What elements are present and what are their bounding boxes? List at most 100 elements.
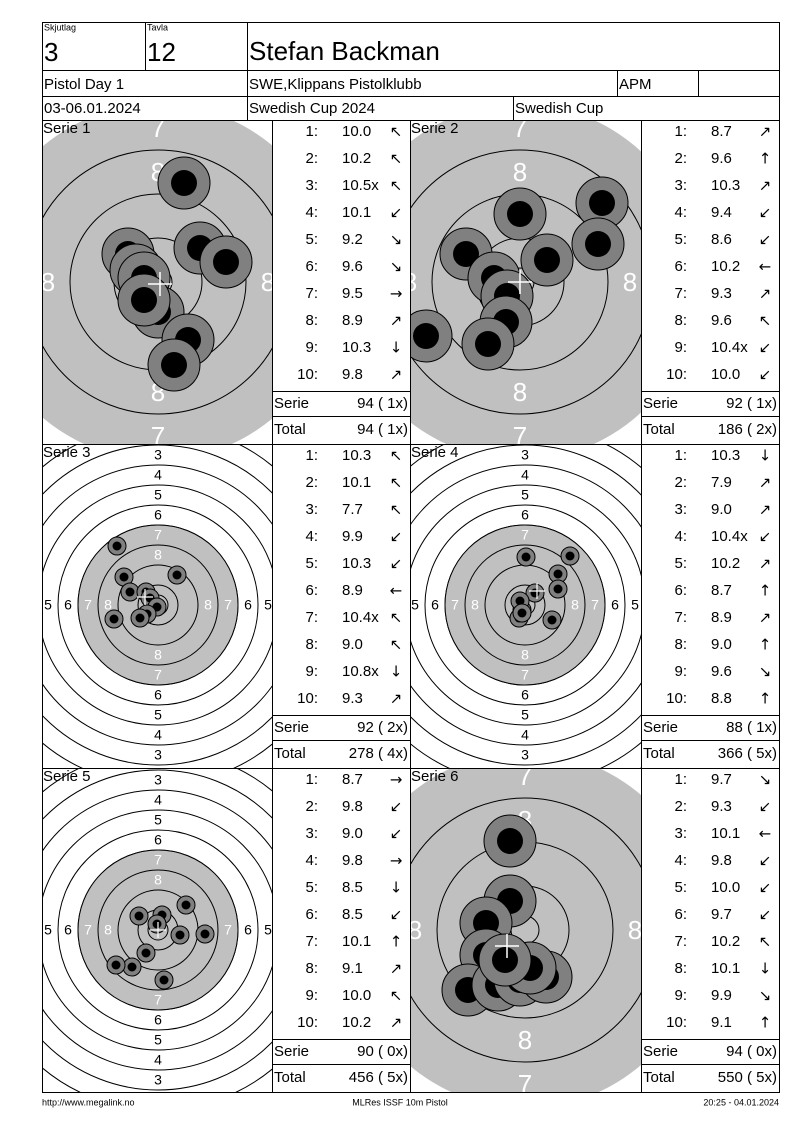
shot-direction: ↙ [390,528,403,546]
ring-label: 6 [244,597,252,613]
ring-label-bg [519,447,531,462]
ring-label-bg [519,727,531,742]
ring-label: 6 [521,687,529,703]
ring-label-bg [569,597,581,612]
ring [42,789,272,1071]
ring-label-bg [589,597,601,612]
shot-core [515,596,525,606]
shot-number: 10: [666,366,687,383]
shot-core [200,929,210,939]
shot-number: 9: [305,987,318,1004]
shot-score: 10.1 [342,933,371,950]
ring-label: 3 [154,1072,162,1088]
shot-number: 5: [305,555,318,572]
ring-label-bg [519,507,531,522]
ring-label: 8 [104,597,112,613]
ring-label: 4 [521,467,529,483]
shot-direction: ↘ [390,231,403,249]
shot-number: 5: [674,231,687,248]
shot-direction: → [390,285,403,303]
shot-score: 8.9 [342,312,363,329]
shot-score: 9.6 [711,312,732,329]
ring-label: 7 [0,267,11,297]
ring-label: 5 [44,597,52,613]
ring [410,797,641,1063]
shot-core [111,960,121,970]
ring-label: 6 [64,597,72,613]
ring-label: 5 [264,922,272,938]
shot-score: 8.9 [711,609,732,626]
total-label: Total [643,745,675,762]
shot-score: 9.0 [342,636,363,653]
shot-number: 9: [305,663,318,680]
shot-core [565,551,575,561]
ring-label-bg [152,547,164,562]
shot-direction: ↘ [390,258,403,276]
shot-core [475,331,501,357]
shot-number: 1: [305,123,318,140]
shot-direction: ↘ [759,987,772,1005]
ring-label-bg [429,597,441,612]
shot-score: 10.0 [342,123,371,140]
shot-direction: ↑ [390,933,403,951]
shot-score: 8.7 [342,771,363,788]
ring-label: 7 [521,667,529,683]
shot-number: 6: [674,906,687,923]
shot-score: 10.8x [342,663,379,680]
ring-label: 8 [154,647,162,663]
total-label: Total [643,421,675,438]
shot-number: 10: [297,1014,318,1031]
shot-score: 9.7 [711,906,732,923]
shot-score: 8.5 [342,906,363,923]
total-label: Total [274,745,306,762]
shot-score: 8.7 [711,123,732,140]
footer-program: MLRes ISSF 10m Pistol [352,1097,448,1107]
shot-direction: ↖ [759,933,772,951]
shot-score: 10.0 [711,879,740,896]
shot-core [553,584,563,594]
shot-number: 1: [674,123,687,140]
shot-score: 10.3 [342,555,371,572]
shot-core [109,614,119,624]
crosshair [150,922,166,938]
ring-label: 8 [408,915,422,945]
shot-number: 7: [305,609,318,626]
ring-label-bg [152,447,164,462]
ring-label: 7 [591,597,599,613]
shot-number: 8: [305,960,318,977]
shot-direction: ↙ [759,906,772,924]
shot-number: 2: [305,150,318,167]
total-label: Total [274,421,306,438]
shot-score: 9.3 [711,285,732,302]
shot-direction: ↙ [759,204,772,222]
shot-number: 8: [674,312,687,329]
ring-label: 5 [154,1032,162,1048]
ring-label: 7 [224,597,232,613]
ring [117,564,199,646]
shot-core [127,962,137,972]
ring-label: 5 [44,922,52,938]
shot-number: 9: [674,339,687,356]
ring-label-bg [152,832,164,847]
shot-core [521,552,531,562]
shot-number: 4: [305,204,318,221]
shot-score: 10.4x [711,528,748,545]
total-score: 278 ( 4x) [349,745,408,762]
ring-label: 5 [521,487,529,503]
ring-label: 5 [154,812,162,828]
shot-number: 3: [674,501,687,518]
shot-direction: ↗ [390,366,403,384]
ring-label-bg [262,597,272,612]
shot-core [534,247,560,273]
shot-core [181,900,191,910]
ring-label: 5 [154,707,162,723]
shot-number: 4: [674,204,687,221]
ring [57,504,259,706]
ring-label-bg [519,747,531,762]
shot-direction: ↙ [759,879,772,897]
ring [57,829,259,1031]
